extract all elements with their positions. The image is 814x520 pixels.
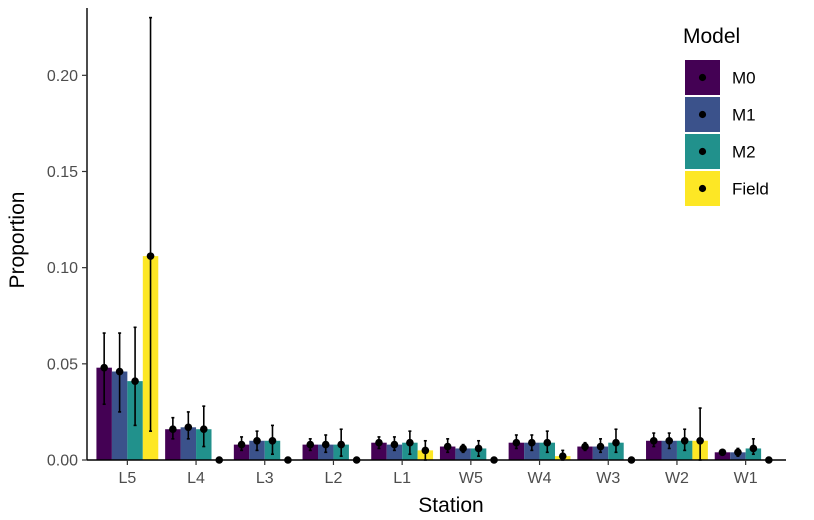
point-m0-w2 xyxy=(649,436,658,445)
bar-m1-w3 xyxy=(592,446,609,460)
x-tick-label: L1 xyxy=(393,470,411,487)
legend-label: M1 xyxy=(732,106,756,125)
bar-m0-l1 xyxy=(371,442,387,460)
point-m0-l4 xyxy=(169,425,177,434)
y-ticks-layer: 0.00 0.05 0.10 0.15 0.20 xyxy=(47,68,87,470)
point-m2-w2 xyxy=(680,436,689,445)
point-field-l5 xyxy=(146,252,155,260)
y-tick-label: 0.10 xyxy=(47,260,78,277)
legend-label: M0 xyxy=(732,69,756,88)
point-field-l1 xyxy=(421,446,430,455)
bar-m1-w4 xyxy=(524,442,540,460)
y-tick-label: 0.00 xyxy=(47,453,78,470)
point-m2-l1 xyxy=(406,438,414,447)
legend-title: Model xyxy=(683,25,740,48)
bar-m1-w2 xyxy=(661,440,677,460)
bar-m1-l5 xyxy=(111,371,128,460)
x-tick-label: W5 xyxy=(459,470,483,487)
bar-m1-l4 xyxy=(180,427,197,460)
legend-item-field: Field xyxy=(685,171,769,206)
point-m1-w3 xyxy=(596,442,605,451)
point-m2-w5 xyxy=(474,444,483,453)
x-ticks-layer: L5 L4 L3 L2 L1 W5 W4 W3 W2 W1 xyxy=(118,460,758,487)
point-m2-w4 xyxy=(543,438,552,447)
y-tick-label: 0.15 xyxy=(47,164,78,181)
point-m0-w1 xyxy=(718,448,727,457)
legend-point xyxy=(698,147,707,156)
point-m2-w3 xyxy=(612,438,620,447)
legend: Model M0 M1 M2 Field xyxy=(683,25,769,206)
legend-point xyxy=(698,73,707,82)
bar-m0-l3 xyxy=(233,444,250,460)
point-m2-l3 xyxy=(268,436,277,445)
point-m1-l3 xyxy=(253,436,261,445)
error-bars-layer xyxy=(102,16,755,461)
bar-m1-w5 xyxy=(455,448,471,460)
point-m1-l5 xyxy=(115,367,124,376)
point-m0-w3 xyxy=(581,442,589,451)
point-m1-w2 xyxy=(665,436,674,445)
point-m2-l5 xyxy=(131,377,139,385)
x-tick-label: W2 xyxy=(665,470,689,487)
x-tick-label: W3 xyxy=(596,470,620,487)
y-tick-label: 0.05 xyxy=(47,356,78,373)
error-bar-m2-l5 xyxy=(133,326,137,427)
x-tick-label: L3 xyxy=(256,470,274,487)
legend-label: Field xyxy=(732,180,769,199)
point-field-w4 xyxy=(558,452,567,460)
bar-m0-w5 xyxy=(439,446,456,460)
point-m0-l1 xyxy=(375,438,383,447)
point-m1-l2 xyxy=(321,440,330,449)
point-field-w2 xyxy=(696,436,704,445)
legend-label: M2 xyxy=(732,143,756,162)
bar-m0-l2 xyxy=(302,444,318,460)
bar-m1-l1 xyxy=(386,444,403,460)
bar-m0-w1 xyxy=(714,452,731,460)
point-m1-w1 xyxy=(734,448,742,457)
bar-m0-l4 xyxy=(165,429,181,460)
point-m1-l1 xyxy=(390,440,399,449)
point-m2-w1 xyxy=(749,444,758,453)
point-m0-l2 xyxy=(306,440,315,449)
point-m1-w4 xyxy=(528,438,536,447)
x-tick-label: W4 xyxy=(528,470,552,487)
legend-point xyxy=(698,110,707,119)
point-m0-l3 xyxy=(237,440,246,449)
point-m1-l4 xyxy=(184,423,193,432)
bar-m0-w3 xyxy=(577,446,593,460)
x-axis-title: Station xyxy=(418,494,483,517)
x-tick-label: L2 xyxy=(325,470,343,487)
x-tick-label: L4 xyxy=(187,470,205,487)
points-layer xyxy=(100,252,773,464)
point-m1-w5 xyxy=(459,444,467,453)
y-tick-label: 0.20 xyxy=(47,68,78,85)
legend-item-m2: M2 xyxy=(685,134,756,169)
legend-item-m0: M0 xyxy=(685,60,756,95)
point-m0-w4 xyxy=(512,438,521,447)
bars-layer xyxy=(96,256,762,460)
point-m2-l2 xyxy=(337,440,345,449)
bar-m0-w4 xyxy=(508,442,525,460)
y-axis-title: Proportion xyxy=(6,192,29,289)
error-bar-field-l5 xyxy=(149,16,153,432)
legend-item-m1: M1 xyxy=(685,97,756,132)
point-m2-l4 xyxy=(199,425,208,434)
bar-m0-w2 xyxy=(646,440,662,460)
point-m0-l5 xyxy=(100,363,108,372)
bar-m0-l5 xyxy=(96,367,112,460)
point-m0-w5 xyxy=(443,442,452,451)
x-tick-label: W1 xyxy=(734,470,758,487)
legend-point xyxy=(698,184,707,193)
x-tick-label: L5 xyxy=(118,470,136,487)
